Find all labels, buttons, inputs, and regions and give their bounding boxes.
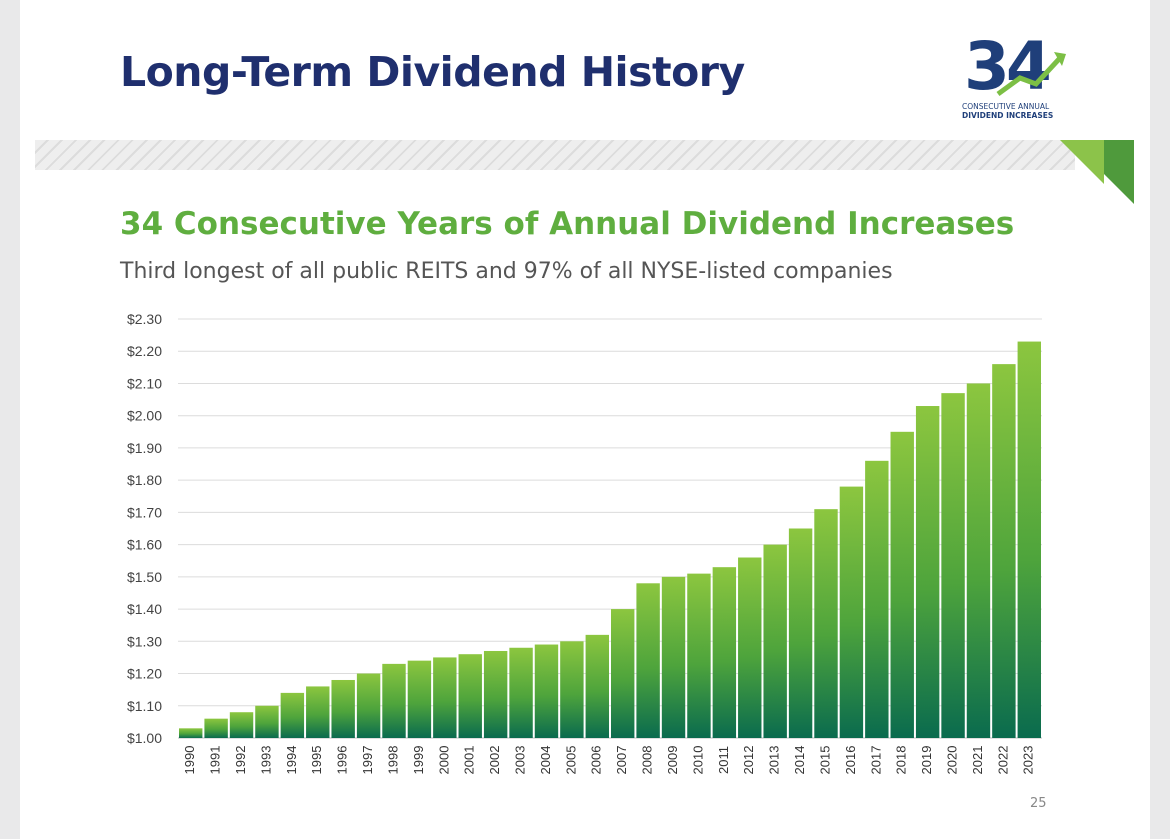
x-tick-label: 2000 [436, 746, 451, 775]
bar-2002 [483, 650, 508, 738]
x-tick-label: 2013 [767, 746, 782, 775]
x-tick-label: 1995 [309, 746, 324, 775]
y-tick-label: $1.70 [127, 504, 162, 520]
bar-2012 [738, 557, 762, 738]
bar-1991 [204, 718, 228, 738]
x-tick-label: 2018 [894, 746, 909, 775]
bar-2021 [966, 383, 991, 738]
bar-2020 [941, 393, 965, 738]
bar-2004 [534, 644, 559, 738]
x-tick-label: 1992 [233, 746, 248, 775]
x-tick-label: 2017 [868, 746, 883, 775]
x-tick-label: 2016 [843, 746, 858, 775]
dividend-bar-chart: $1.00 $1.10 $1.20 $1.30 $1.40 $1.50 $1.60 $1.70… [127, 311, 1042, 775]
bar-2015 [814, 509, 838, 738]
x-tick-label: 2001 [462, 746, 477, 775]
bar-1993 [255, 705, 279, 738]
x-tick-label: 2021 [970, 746, 985, 775]
y-tick-label: $1.20 [127, 666, 162, 682]
y-tick-label: $1.30 [127, 633, 162, 649]
chart-subtitle: 34 Consecutive Years of Annual Dividend … [120, 206, 1015, 242]
slide: Long-Term Dividend History 34 CONSECUTIV… [20, 0, 1150, 839]
bar-2009 [661, 576, 686, 738]
x-tick-label: 1994 [284, 746, 299, 775]
logo-line1: CONSECUTIVE ANNUAL [962, 102, 1050, 111]
x-tick-label: 2007 [614, 746, 629, 775]
x-tick-label: 2012 [741, 746, 756, 775]
bar-2008 [636, 583, 660, 738]
page-title: Long-Term Dividend History [120, 48, 745, 96]
logo: 34 CONSECUTIVE ANNUAL DIVIDEND INCREASES [958, 32, 1068, 124]
bar-2019 [915, 406, 940, 738]
bar-2013 [763, 544, 787, 738]
y-tick-label: $1.90 [127, 440, 162, 456]
bar-1994 [280, 692, 305, 738]
bar-1999 [407, 660, 432, 738]
corner-accent-inner [1060, 140, 1104, 184]
bar-2016 [839, 486, 864, 738]
y-tick-label: $2.30 [127, 311, 162, 327]
bar-2017 [865, 460, 889, 738]
x-tick-label: 1990 [182, 746, 197, 775]
x-tick-label: 2006 [589, 746, 604, 775]
x-tick-label: 2005 [563, 746, 578, 775]
x-tick-label: 2008 [640, 746, 655, 775]
y-tick-label: $2.00 [127, 408, 162, 424]
x-tick-label: 2010 [690, 746, 705, 775]
y-tick-label: $2.10 [127, 375, 162, 391]
x-tick-label: 2014 [792, 746, 807, 775]
bar-2023 [1017, 341, 1041, 738]
bar-1997 [356, 673, 381, 738]
x-tick-label: 2019 [919, 746, 934, 775]
logo-arrow-icon [996, 52, 1066, 97]
bar-2014 [788, 528, 813, 738]
bar-2006 [585, 634, 609, 738]
bar-1995 [306, 686, 330, 738]
x-tick-label: 2009 [665, 746, 680, 775]
x-tick-label: 2020 [944, 746, 959, 775]
chart-description: Third longest of all public REITS and 97… [120, 259, 893, 284]
x-tick-label: 1999 [411, 746, 426, 775]
y-tick-label: $1.50 [127, 569, 162, 585]
bar-1992 [229, 712, 254, 738]
x-tick-label: 2022 [995, 746, 1010, 775]
x-tick-label: 1997 [360, 746, 375, 775]
x-tick-label: 1993 [258, 746, 273, 775]
y-tick-label: $2.20 [127, 343, 162, 359]
x-tick-label: 2023 [1021, 746, 1036, 775]
logo-line2: DIVIDEND INCREASES [962, 111, 1054, 120]
x-tick-label: 2015 [817, 746, 832, 775]
bar-2011 [712, 567, 737, 738]
bar-2007 [611, 609, 635, 738]
x-tick-label: 2003 [512, 746, 527, 775]
bar-2003 [509, 647, 533, 738]
bar-2022 [992, 364, 1016, 738]
y-tick-label: $1.80 [127, 472, 162, 488]
bar-2018 [890, 431, 914, 738]
x-tick-label: 2002 [487, 746, 502, 775]
bar-1996 [331, 679, 355, 738]
x-tick-label: 1996 [335, 746, 350, 775]
bar-1990 [179, 728, 203, 738]
bar-2010 [687, 573, 711, 738]
page-number: 25 [1030, 796, 1047, 811]
bar-2000 [433, 657, 457, 738]
bar-1998 [382, 663, 406, 738]
y-tick-label: $1.40 [127, 601, 162, 617]
y-tick-label: $1.00 [127, 730, 162, 746]
bar-2001 [458, 654, 482, 738]
x-tick-label: 1991 [208, 746, 223, 775]
x-tick-label: 1998 [385, 746, 400, 775]
decorative-band [35, 140, 1075, 170]
y-tick-label: $1.10 [127, 698, 162, 714]
y-tick-label: $1.60 [127, 537, 162, 553]
x-tick-label: 2011 [716, 746, 731, 774]
x-tick-label: 2004 [538, 746, 553, 775]
bar-2005 [560, 641, 584, 738]
